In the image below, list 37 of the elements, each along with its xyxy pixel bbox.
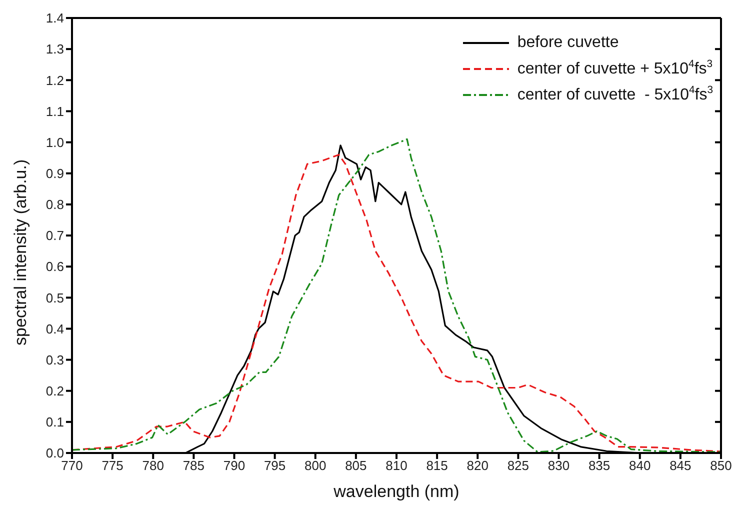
- x-tick-label: 785: [182, 458, 205, 474]
- y-tick-label: 1.0: [46, 134, 64, 150]
- x-tick-label: 810: [386, 458, 408, 474]
- y-axis-title: spectral intensity (arb.u.): [11, 159, 30, 346]
- y-tick-label: 0.4: [46, 321, 64, 336]
- x-tick-label: 835: [588, 458, 610, 474]
- y-tick-label: 0.6: [46, 259, 64, 274]
- x-tick-label: 805: [345, 458, 367, 474]
- legend-label: center of cuvette + 5x10$^{4}$fs$^{3}$: [517, 59, 713, 78]
- x-tick-label: 800: [304, 458, 326, 474]
- x-tick-label: 775: [102, 458, 124, 474]
- legend-label: center of cuvette - 5x10$^{4}$fs$^{3}$: [517, 85, 713, 104]
- x-tick-label: 840: [629, 458, 651, 474]
- y-tick-label: 0.1: [46, 414, 64, 430]
- x-tick-label: 845: [670, 458, 692, 474]
- x-tick-label: 850: [710, 458, 732, 474]
- x-tick-label: 825: [507, 458, 530, 474]
- x-tick-label: 795: [264, 458, 286, 474]
- x-tick-label: 815: [426, 458, 448, 474]
- y-tick-label: 1.4: [46, 10, 64, 26]
- y-tick-label: 1.3: [46, 42, 64, 57]
- y-tick-label: 0.9: [46, 166, 64, 181]
- x-axis-title: wavelength (nm): [332, 482, 460, 501]
- y-tick-label: 1.1: [46, 104, 64, 119]
- y-tick-label: 0.0: [46, 446, 64, 461]
- x-tick-label: 820: [466, 458, 488, 474]
- y-tick-label: 0.2: [46, 383, 64, 398]
- x-tick-label: 790: [223, 458, 246, 474]
- y-tick-label: 0.5: [46, 290, 64, 306]
- x-tick-label: 830: [548, 458, 570, 474]
- legend-label: before cuvette: [517, 34, 619, 51]
- y-tick-label: 0.8: [46, 197, 64, 212]
- y-tick-label: 1.2: [46, 72, 64, 88]
- x-tick-label: 780: [142, 458, 164, 474]
- y-tick-label: 0.3: [46, 352, 64, 368]
- y-tick-label: 0.7: [46, 228, 64, 244]
- x-tick-label: 770: [61, 458, 83, 474]
